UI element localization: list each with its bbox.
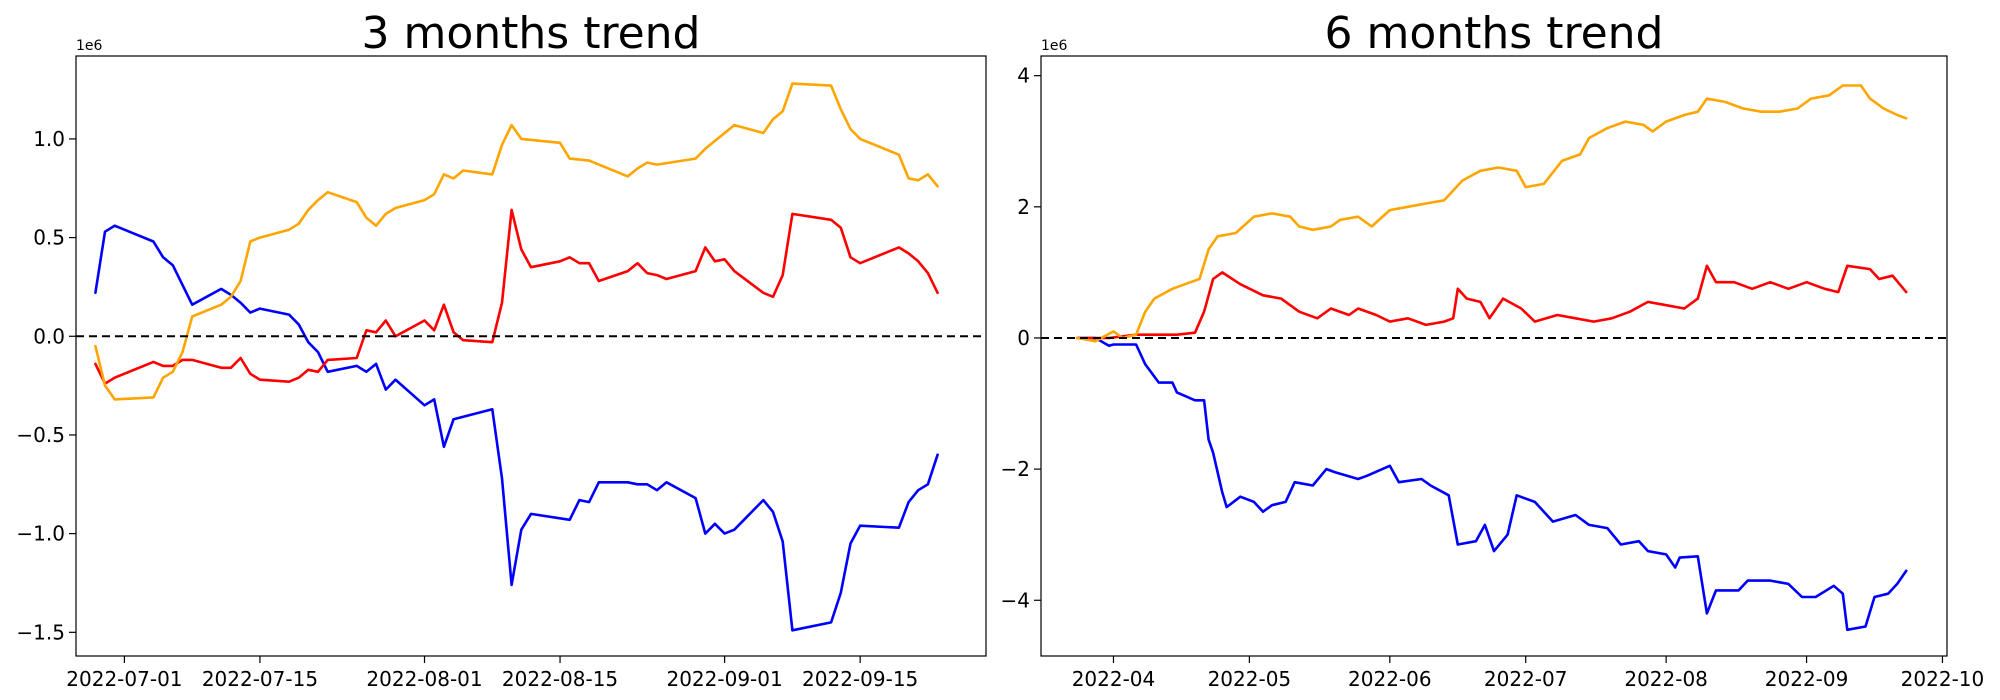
x-tick-label: 2022-08-01	[366, 667, 482, 691]
x-axis: 2022-07-01 2022-07-15 2022-08-01 2022-08-15…	[66, 656, 918, 691]
x-tick-label: 2022-10	[1901, 667, 1985, 691]
x-tick-label: 2022-07-15	[202, 667, 318, 691]
y-tick-label: −2	[1001, 457, 1030, 481]
chart-3-months: 3 months trend 1e6 −1.5 −1.0 −0.5 0.0 0.5 1.0…	[16, 8, 987, 691]
y-tick-label: −4	[1001, 588, 1030, 612]
x-tick-label: 2022-04	[1072, 667, 1156, 691]
y-tick-label: 1.0	[33, 127, 65, 151]
plot-frame	[75, 55, 987, 657]
x-axis: 2022-04 2022-05 2022-06 2022-07 2022-08 2022-…	[1072, 656, 1985, 691]
y-tick-label: 0.5	[33, 226, 65, 250]
x-tick-label: 2022-08-15	[502, 667, 618, 691]
x-tick-label: 2022-08	[1624, 667, 1708, 691]
plot-frame	[1040, 55, 1948, 657]
y-tick-label: 0.0	[33, 324, 65, 348]
series-line-3	[1075, 84, 1908, 343]
x-tick-label: 2022-06	[1348, 667, 1432, 691]
y-tick-label: −1.0	[16, 522, 65, 546]
y-tick-label: 4	[1017, 64, 1030, 88]
y-tick-label: −0.5	[16, 423, 65, 447]
y-axis: −1.5 −1.0 −0.5 0.0 0.5 1.0	[16, 127, 76, 644]
y-tick-label: 0	[1017, 326, 1030, 350]
chart-title: 3 months trend	[362, 8, 701, 59]
series-line-1	[1075, 336, 1908, 632]
series-line-1	[94, 224, 939, 632]
y-axis-multiplier: 1e6	[1041, 38, 1068, 54]
x-tick-label: 2022-09-15	[802, 667, 918, 691]
series-line-2	[1075, 264, 1908, 340]
y-axis-multiplier: 1e6	[76, 38, 103, 54]
series-line-3	[94, 82, 939, 401]
y-tick-label: −1.5	[16, 620, 65, 644]
x-tick-label: 2022-09	[1765, 667, 1849, 691]
series-layer	[1075, 84, 1908, 632]
x-tick-label: 2022-09-01	[666, 667, 782, 691]
series-layer	[94, 82, 939, 632]
y-tick-label: 2	[1017, 195, 1030, 219]
chart-title: 6 months trend	[1325, 8, 1664, 59]
x-tick-label: 2022-05	[1208, 667, 1292, 691]
y-axis: −4 −2 0 2 4	[1001, 64, 1041, 612]
series-line-2	[94, 208, 939, 385]
x-tick-label: 2022-07	[1484, 667, 1568, 691]
x-tick-label: 2022-07-01	[66, 667, 182, 691]
